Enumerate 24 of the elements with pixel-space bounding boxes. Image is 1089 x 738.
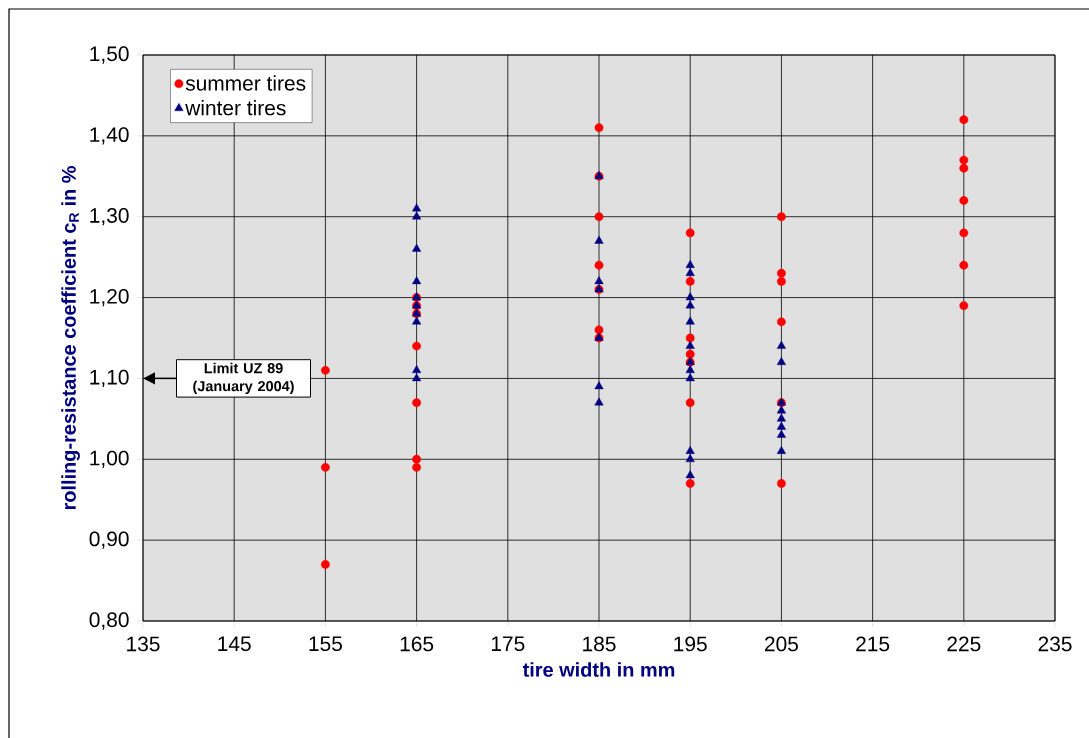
legend-label: winter tires bbox=[185, 99, 286, 116]
y-tick-label: 0,80 bbox=[89, 612, 129, 630]
x-tick-label: 215 bbox=[856, 636, 890, 652]
y-tick-label: 0,90 bbox=[89, 531, 129, 549]
x-tick-label: 195 bbox=[674, 636, 707, 652]
y-tick-label: 1,10 bbox=[90, 369, 129, 388]
x-tick-label: 135 bbox=[127, 636, 160, 652]
x-tick-label: 205 bbox=[765, 636, 798, 652]
y-tick-label: 1,20 bbox=[90, 288, 129, 307]
x-tick-label: 175 bbox=[491, 636, 525, 652]
y-tick-label: 1,40 bbox=[90, 127, 129, 145]
x-tick-label: 155 bbox=[309, 636, 342, 652]
x-tick-label: 225 bbox=[947, 636, 981, 652]
y-axis-title: rolling-resistance coefficient c$_{R}$ in % bbox=[61, 166, 80, 510]
x-axis-title: tire width in mm bbox=[522, 662, 675, 677]
x-tick-label: 145 bbox=[218, 636, 251, 652]
x-tick-label: 235 bbox=[1038, 636, 1072, 652]
annotation: Limit UZ 89 (January 2004) bbox=[193, 362, 294, 395]
y-tick-label: 1,50 bbox=[90, 46, 129, 64]
legend-label: summer tires bbox=[185, 75, 306, 91]
y-tick-label: 1,30 bbox=[90, 208, 129, 226]
x-tick-label: 185 bbox=[583, 636, 616, 652]
y-tick-label: 1,00 bbox=[90, 450, 129, 468]
x-tick-label: 165 bbox=[400, 636, 434, 652]
